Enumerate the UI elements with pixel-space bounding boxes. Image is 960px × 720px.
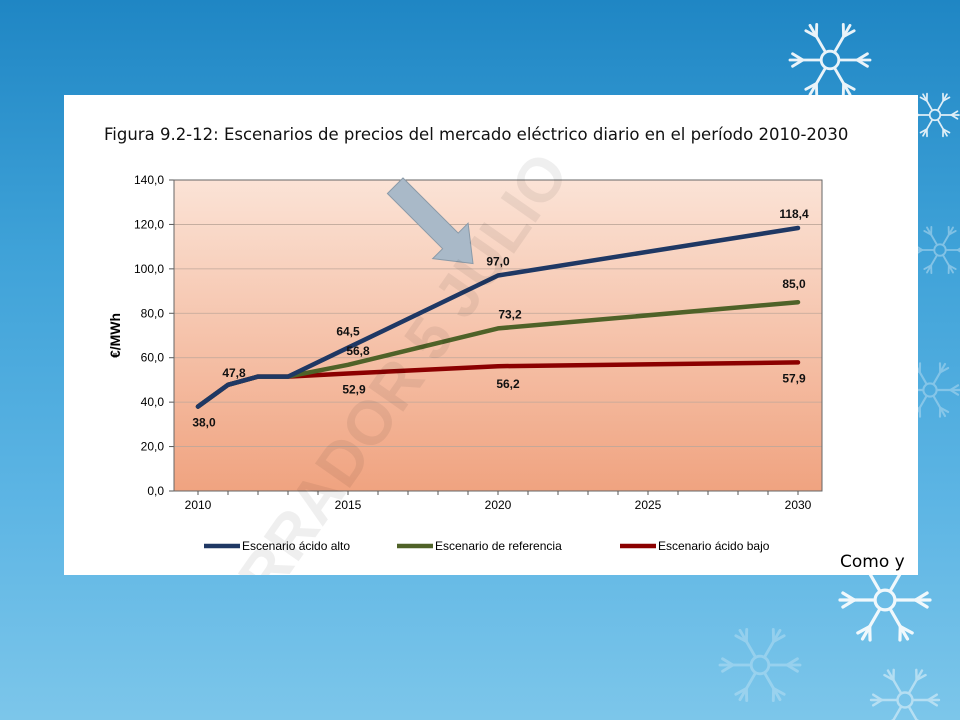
x-tick-label: 2030 [785,498,812,512]
annotation-arrow [386,177,474,265]
y-tick-label: 100,0 [134,262,164,276]
line-chart: 0,0 20,0 40,0 60,0 80,0 100,0 120,0 140,0 2010 20… [107,141,823,575]
y-tick-label: 60,0 [141,351,165,365]
chart-title: Figura 9.2-12: Escenarios de precios del… [104,125,849,144]
y-tick-label: 120,0 [134,217,164,231]
y-tick-label: 140,0 [134,173,164,187]
x-tick-label: 2010 [185,498,212,512]
data-label: 56,8 [346,344,370,358]
data-label: 57,9 [782,371,806,385]
x-tick-label: 2015 [335,498,362,512]
legend-label: Escenario ácido alto [242,539,350,553]
legend-label: Escenario de referencia [435,539,562,553]
data-label: 73,2 [498,307,522,321]
data-label: 85,0 [782,277,806,291]
chart-panel: 0,0 20,0 40,0 60,0 80,0 100,0 120,0 140,0 2010 20… [64,95,918,575]
snowflake-icon [718,628,802,702]
data-label: 118,4 [779,207,809,221]
x-tick-label: 2020 [485,498,512,512]
x-tick-label: 2025 [635,498,662,512]
y-tick-label: 80,0 [141,306,165,320]
data-label: 97,0 [486,255,510,269]
y-tick-label: 20,0 [141,440,165,454]
snowflake-icon [913,225,960,275]
y-tick-label: 0,0 [147,484,164,498]
data-label: 38,0 [192,416,216,430]
trailing-text: Como y [840,552,905,572]
y-tick-label: 40,0 [141,395,165,409]
data-label: 47,8 [222,366,246,380]
data-label: 52,9 [342,382,366,396]
series-line [195,225,801,409]
snowflake-icon [869,668,941,720]
y-axis-label: €/MWh [107,313,123,358]
data-label: 56,2 [496,377,520,391]
snowflake-icon [788,23,872,97]
data-label: 64,5 [336,325,360,339]
plot-area [174,180,822,491]
legend-label: Escenario ácido bajo [658,539,770,553]
snowflake-icon [910,92,960,138]
